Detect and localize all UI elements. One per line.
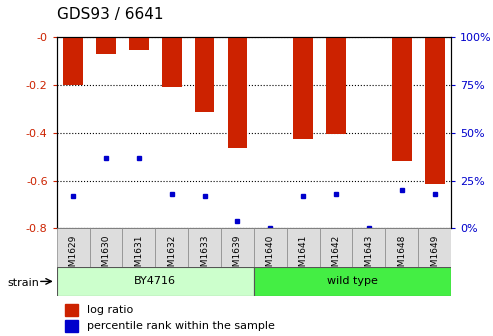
Bar <box>96 37 116 54</box>
Bar <box>392 37 412 162</box>
FancyBboxPatch shape <box>90 228 122 269</box>
FancyBboxPatch shape <box>254 228 287 269</box>
Text: GSM1642: GSM1642 <box>332 235 341 278</box>
FancyBboxPatch shape <box>319 228 352 269</box>
Text: GSM1639: GSM1639 <box>233 235 242 278</box>
FancyBboxPatch shape <box>57 267 254 296</box>
Text: GSM1643: GSM1643 <box>364 235 373 278</box>
FancyBboxPatch shape <box>221 228 254 269</box>
Text: BY4716: BY4716 <box>134 277 176 286</box>
FancyBboxPatch shape <box>188 228 221 269</box>
Text: GSM1632: GSM1632 <box>167 235 176 278</box>
Bar <box>162 37 181 87</box>
Text: wild type: wild type <box>327 277 378 286</box>
Bar <box>326 37 346 134</box>
FancyBboxPatch shape <box>352 228 386 269</box>
Text: GSM1640: GSM1640 <box>266 235 275 278</box>
Text: GSM1629: GSM1629 <box>69 235 77 278</box>
Bar <box>129 37 149 50</box>
Bar <box>228 37 247 148</box>
Bar <box>293 37 313 139</box>
Bar <box>63 37 83 85</box>
Text: strain: strain <box>7 278 39 288</box>
Text: GSM1633: GSM1633 <box>200 235 209 278</box>
FancyBboxPatch shape <box>287 228 319 269</box>
Text: log ratio: log ratio <box>87 305 134 315</box>
Bar <box>65 321 77 332</box>
Text: percentile rank within the sample: percentile rank within the sample <box>87 322 275 331</box>
FancyBboxPatch shape <box>418 228 451 269</box>
Text: GSM1631: GSM1631 <box>135 235 143 278</box>
Text: GSM1630: GSM1630 <box>102 235 110 278</box>
Bar <box>195 37 214 112</box>
FancyBboxPatch shape <box>254 267 451 296</box>
FancyBboxPatch shape <box>57 228 90 269</box>
Bar <box>65 304 77 316</box>
FancyBboxPatch shape <box>386 228 418 269</box>
Text: GSM1641: GSM1641 <box>299 235 308 278</box>
FancyBboxPatch shape <box>155 228 188 269</box>
Bar <box>425 37 445 184</box>
Text: GSM1648: GSM1648 <box>397 235 406 278</box>
Text: GDS93 / 6641: GDS93 / 6641 <box>57 7 163 22</box>
Text: GSM1649: GSM1649 <box>430 235 439 278</box>
FancyBboxPatch shape <box>122 228 155 269</box>
